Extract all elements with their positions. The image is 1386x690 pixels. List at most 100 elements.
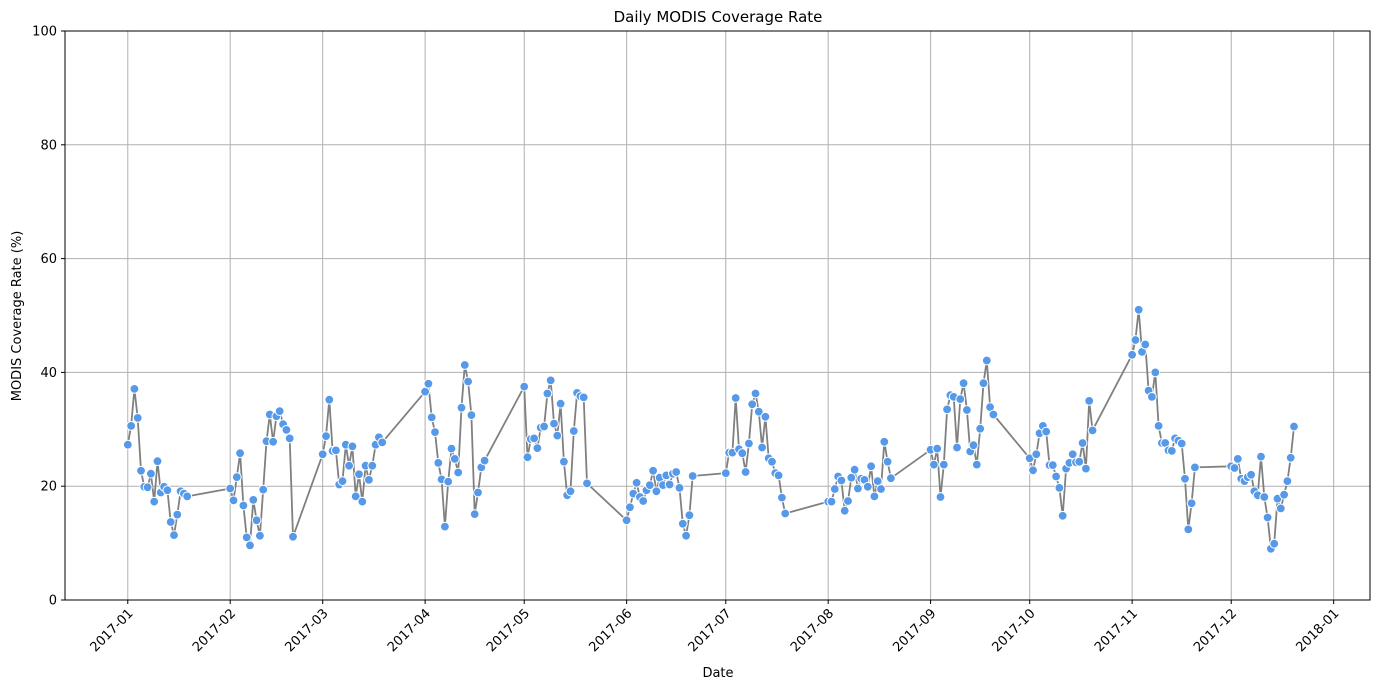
data-point	[929, 459, 939, 470]
data-point	[1057, 510, 1068, 521]
data-point	[1176, 438, 1187, 449]
data-point	[324, 394, 335, 405]
data-point	[826, 496, 837, 507]
data-point	[621, 515, 632, 526]
data-point	[552, 430, 563, 441]
x-tick-label: 2017-10	[990, 606, 1039, 655]
data-point	[350, 491, 361, 502]
x-tick-label: 2017-04	[385, 606, 434, 655]
data-point	[849, 464, 860, 475]
data-point	[938, 459, 949, 470]
data-point	[423, 378, 434, 389]
data-point	[757, 442, 767, 453]
data-point	[879, 436, 890, 447]
data-point	[443, 476, 454, 487]
data-point	[337, 476, 348, 487]
data-point	[651, 486, 662, 497]
data-point	[720, 468, 731, 479]
data-point	[1077, 438, 1088, 448]
data-point	[644, 480, 655, 491]
data-point	[1275, 503, 1286, 514]
data-line	[126, 308, 1295, 550]
data-point	[681, 530, 691, 541]
data-point	[152, 456, 163, 467]
y-tick-label: 60	[40, 252, 57, 267]
data-point	[146, 468, 156, 479]
data-point	[978, 378, 989, 389]
plot-frame	[64, 30, 1371, 601]
data-point	[165, 517, 176, 527]
x-tick-label: 2017-07	[686, 606, 735, 655]
data-point	[631, 477, 642, 488]
x-tick-label: 2017-12	[1191, 606, 1240, 655]
data-point	[955, 394, 966, 405]
data-point	[522, 452, 533, 463]
data-point	[747, 399, 758, 410]
data-point	[1186, 498, 1197, 509]
y-axis-label: MODIS Coverage Rate (%)	[10, 231, 25, 402]
data-point	[988, 409, 999, 420]
data-point	[549, 418, 559, 429]
data-point	[440, 521, 450, 532]
data-point	[1289, 421, 1299, 432]
data-point	[129, 384, 140, 394]
data-point	[1285, 452, 1296, 463]
data-point	[730, 393, 741, 403]
data-point	[1087, 425, 1098, 436]
data-point	[169, 530, 179, 540]
data-point	[284, 433, 295, 444]
data-point	[1229, 463, 1240, 473]
data-point	[971, 459, 982, 470]
data-point	[935, 492, 946, 502]
data-point	[671, 467, 682, 477]
data-point	[463, 376, 474, 387]
data-point	[674, 483, 685, 493]
data-point	[1067, 449, 1078, 460]
data-point	[1246, 469, 1256, 480]
data-point	[519, 381, 530, 392]
data-point	[446, 443, 457, 454]
data-point	[182, 491, 193, 502]
data-point	[568, 426, 579, 436]
data-point	[1150, 367, 1161, 378]
data-point	[162, 485, 173, 496]
data-point	[664, 479, 675, 490]
x-tick-label: 2017-09	[890, 606, 939, 655]
data-point	[559, 456, 569, 467]
data-point	[1180, 473, 1190, 484]
data-point	[1256, 451, 1266, 462]
data-point	[578, 392, 589, 403]
data-point	[882, 456, 893, 467]
data-point	[453, 467, 464, 478]
x-tick-label: 2017-08	[788, 606, 837, 655]
data-point	[648, 465, 658, 476]
data-point	[430, 427, 440, 438]
data-point	[1147, 392, 1157, 402]
data-point	[625, 502, 635, 513]
data-point	[853, 483, 863, 494]
y-tick-label: 80	[40, 138, 57, 153]
data-point	[1232, 454, 1243, 464]
data-point	[839, 505, 850, 516]
data-point	[149, 496, 160, 507]
data-point	[1282, 476, 1293, 487]
data-point	[740, 467, 751, 477]
data-point	[347, 441, 358, 452]
data-point	[228, 495, 239, 506]
x-tick-label: 2017-05	[484, 606, 533, 655]
data-point	[1269, 538, 1280, 549]
x-tick-label: 2017-01	[88, 606, 137, 655]
data-point	[317, 449, 328, 460]
data-point	[843, 496, 853, 506]
data-point	[1259, 492, 1270, 502]
data-point	[981, 355, 992, 366]
data-point	[760, 411, 771, 422]
data-point	[367, 460, 378, 471]
data-point	[1031, 449, 1042, 460]
data-point	[932, 443, 943, 454]
data-point	[529, 433, 539, 444]
data-point	[545, 375, 556, 386]
data-point	[975, 423, 986, 434]
data-point	[1133, 304, 1144, 315]
